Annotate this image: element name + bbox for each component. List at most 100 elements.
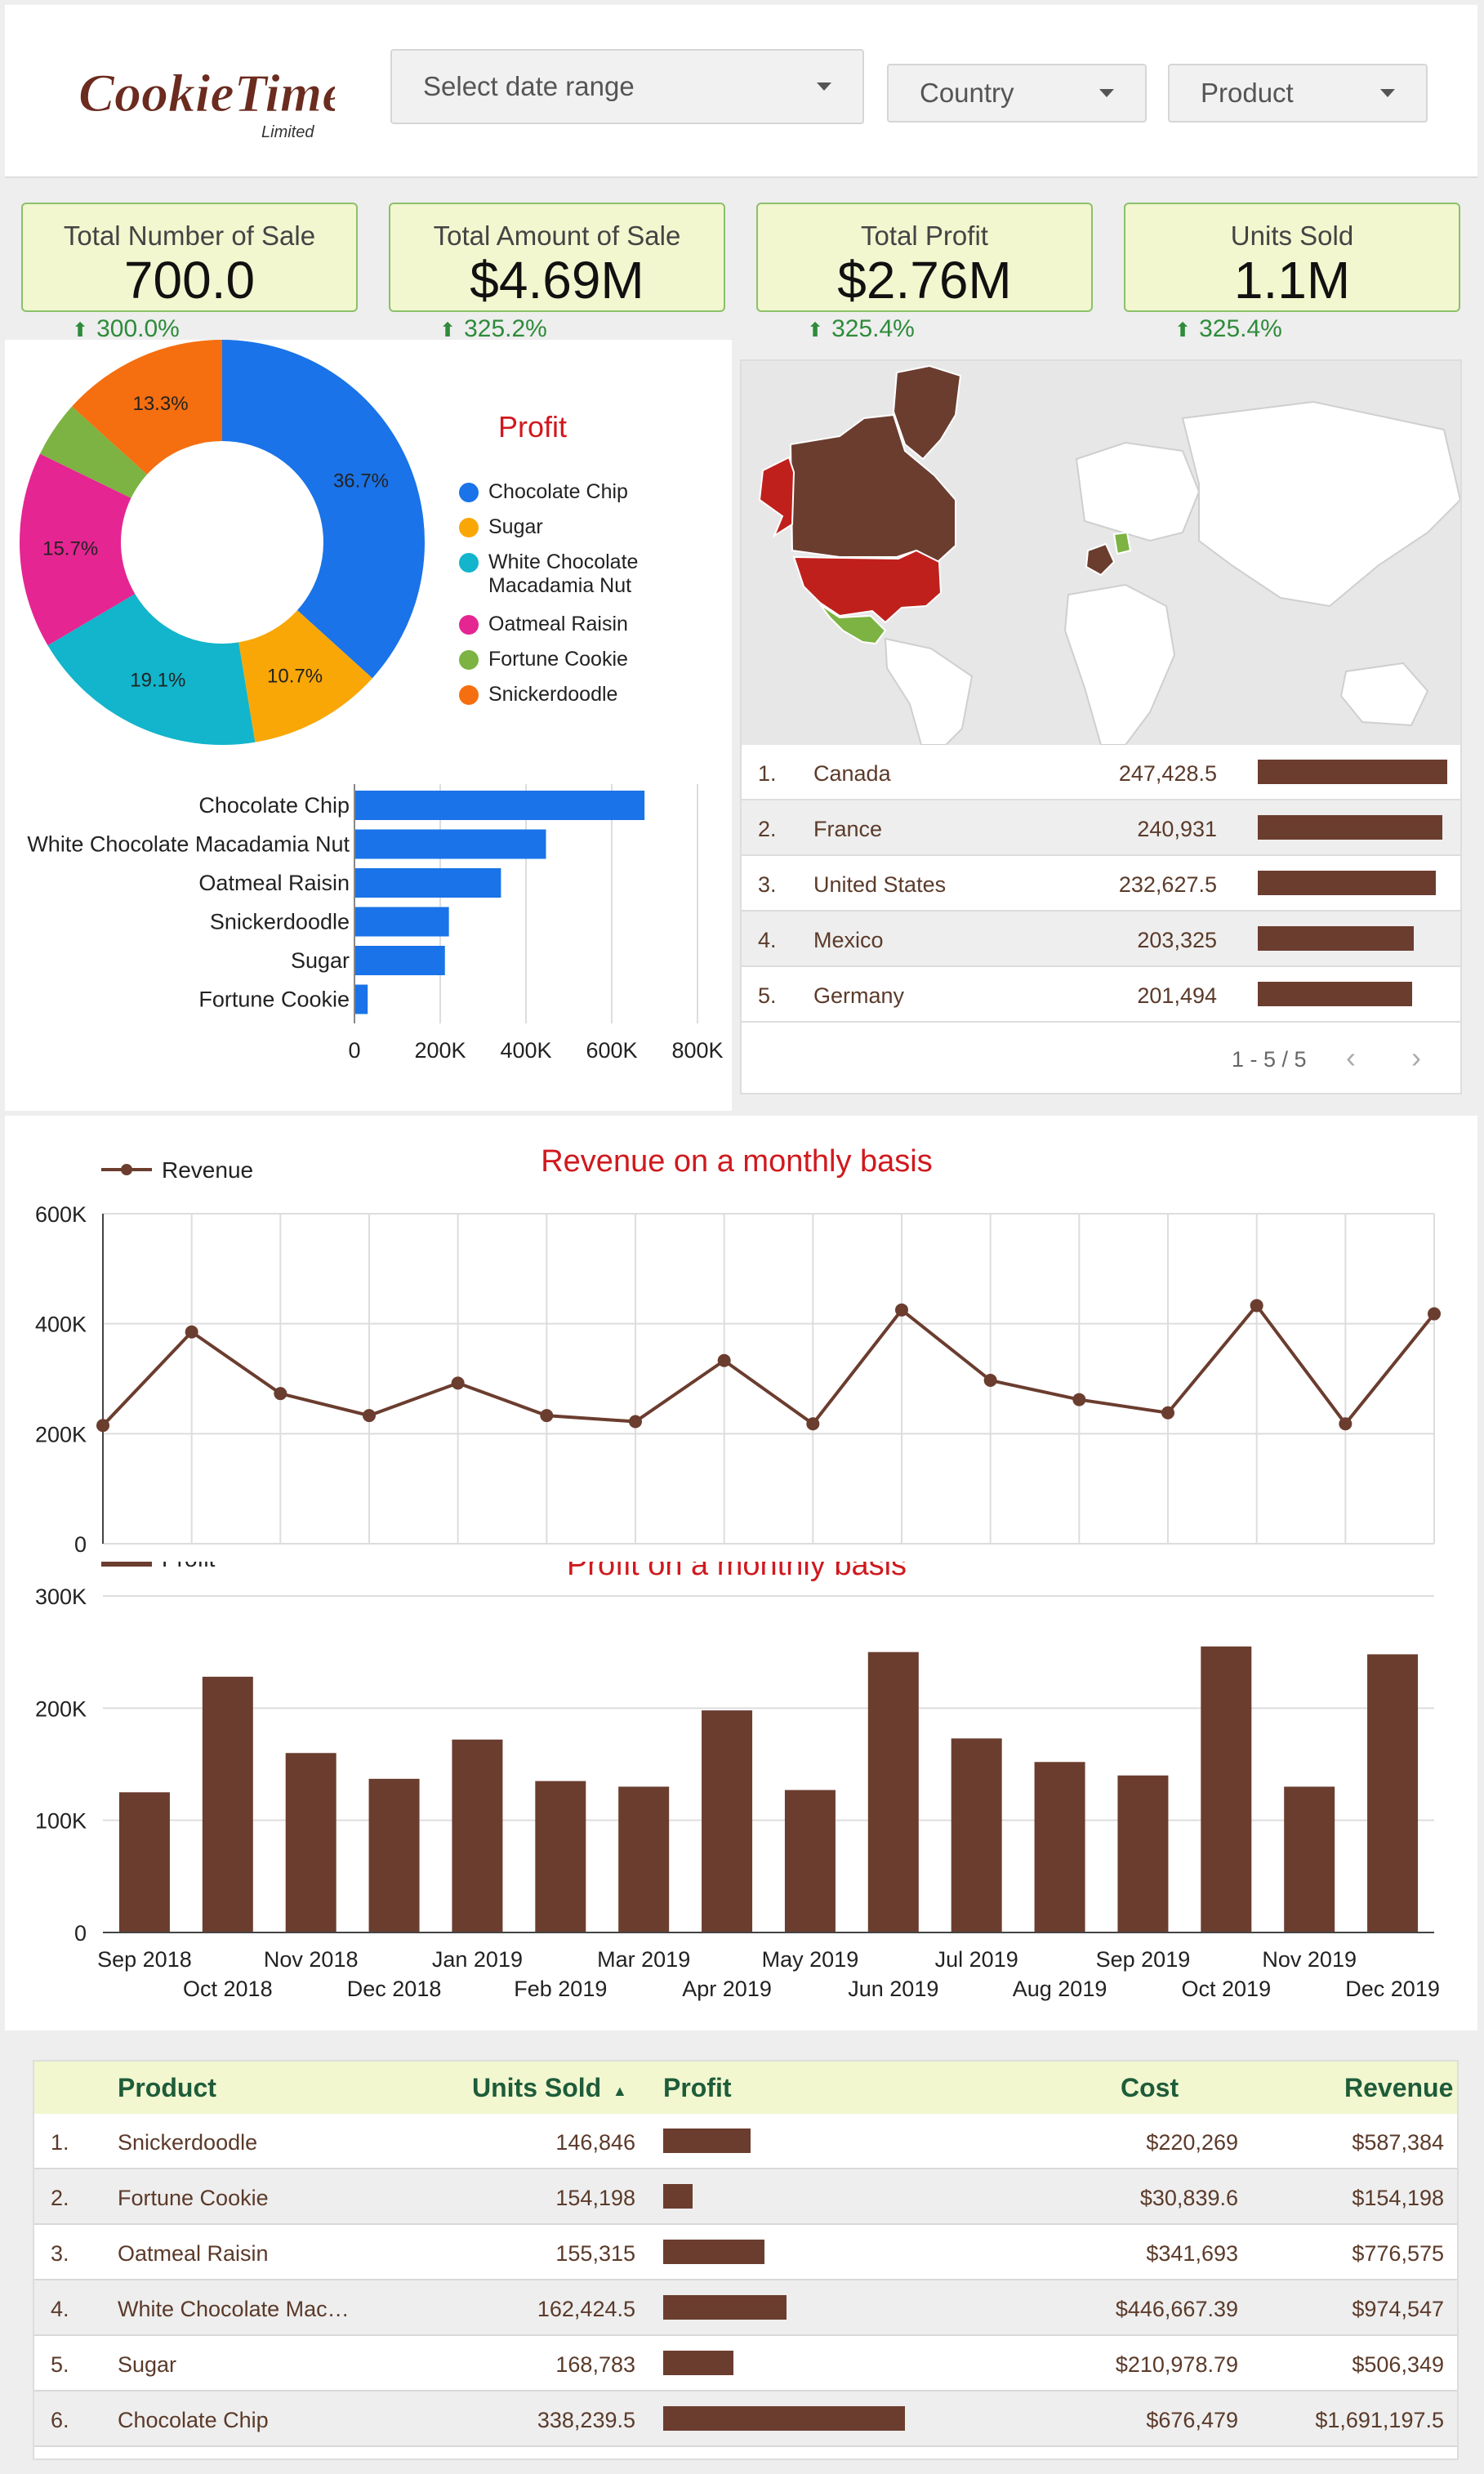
profit-bar — [618, 1786, 670, 1932]
profit-bar — [368, 1778, 420, 1932]
chevron-left-icon[interactable]: ‹ — [1346, 1041, 1356, 1074]
profit-bar — [118, 1792, 170, 1932]
line-tick-label: 600K — [35, 1202, 87, 1227]
chevron-down-icon — [1380, 89, 1395, 97]
legend-item[interactable]: Oatmeal Raisin — [459, 613, 660, 636]
legend-label: Chocolate Chip — [488, 480, 628, 503]
profit-bar — [1367, 1654, 1419, 1932]
arrow-up-icon: ⬆ — [72, 319, 89, 341]
hbar-category-label: Snickerdoodle — [210, 910, 350, 934]
col-profit[interactable]: Profit — [663, 2073, 732, 2102]
row-units-sold: 162,424.5 — [537, 2297, 635, 2321]
kpi-total-profit: Total Profit $2.76M — [756, 203, 1093, 312]
pie-slice-label: 15.7% — [42, 538, 98, 560]
svg-text:CookieTime: CookieTime — [78, 64, 335, 123]
pie-slice — [47, 594, 256, 745]
bar-category-label: Dec 2018 — [347, 1977, 442, 2001]
map-mexico — [819, 604, 887, 645]
world-map[interactable] — [742, 361, 1460, 745]
kpi-label: Total Number of Sale — [63, 221, 316, 251]
date-range-dropdown[interactable]: Select date range — [390, 49, 864, 124]
hbar-category-label: Sugar — [291, 948, 350, 973]
row-profit-bar — [663, 2406, 905, 2431]
row-country: France — [813, 817, 883, 841]
profit-bar — [1117, 1775, 1169, 1932]
row-revenue: $506,349 — [1352, 2352, 1444, 2377]
bar-category-label: Nov 2019 — [1262, 1947, 1357, 1972]
map-australia — [1339, 662, 1429, 727]
row-units-sold: 154,198 — [555, 2186, 635, 2210]
revenue-point — [895, 1303, 908, 1317]
bar-tick-label: 100K — [35, 1809, 87, 1834]
legend-dot — [459, 553, 479, 573]
map-asia — [1181, 400, 1460, 608]
pie-slice-label: 19.1% — [130, 670, 185, 692]
table-row[interactable]: 5. Sugar 168,783 $210,978.79 $506,349 — [34, 2336, 1457, 2392]
row-rank: 1. — [51, 2130, 69, 2155]
revenue-point — [185, 1325, 198, 1339]
product-dropdown[interactable]: Product — [1168, 64, 1428, 123]
row-country: Germany — [813, 983, 905, 1008]
title-mask — [87, 1557, 985, 1562]
table-row[interactable]: 6. Chocolate Chip 338,239.5 $676,479 $1,691,… — [34, 2392, 1457, 2447]
legend-item[interactable]: Chocolate Chip — [459, 480, 660, 504]
legend-item[interactable]: White Chocolate Macadamia Nut — [459, 551, 660, 598]
arrow-up-icon: ⬆ — [1174, 319, 1192, 341]
country-row[interactable]: 4. Mexico 203,325 — [742, 912, 1460, 967]
col-revenue[interactable]: Revenue — [1344, 2073, 1454, 2102]
row-profit-bar — [663, 2240, 765, 2264]
country-row[interactable]: 1. Canada 247,428.5 — [742, 745, 1460, 800]
legend-item[interactable]: Fortune Cookie — [459, 648, 660, 671]
row-units-sold: 168,783 — [555, 2352, 635, 2377]
legend-dot — [459, 615, 479, 635]
kpi-delta: ⬆ 325.2% — [439, 315, 547, 342]
legend-label: Sugar — [488, 515, 543, 538]
revenue-point — [983, 1374, 997, 1388]
table-row[interactable]: 3. Oatmeal Raisin 155,315 $341,693 $776,575 — [34, 2225, 1457, 2280]
legend-item[interactable]: Snickerdoodle — [459, 683, 660, 707]
revenue-point — [1161, 1406, 1174, 1420]
bar-category-label: Aug 2019 — [1013, 1977, 1107, 2001]
revenue-chart-title: Revenue on a monthly basis — [541, 1144, 933, 1179]
legend-item[interactable]: Sugar — [459, 515, 660, 539]
sort-asc-icon[interactable]: ▲ — [613, 2083, 627, 2099]
revenue-point — [1339, 1417, 1353, 1431]
profit-bar — [452, 1739, 503, 1932]
row-rank: 1. — [758, 761, 777, 786]
row-units-sold: 146,846 — [555, 2130, 635, 2155]
map-united-states — [792, 549, 943, 624]
country-row[interactable]: 2. France 240,931 — [742, 800, 1460, 856]
col-cost[interactable]: Cost — [1121, 2073, 1179, 2102]
legend-label: Fortune Cookie — [488, 648, 628, 671]
country-row[interactable]: 5. Germany 201,494 — [742, 967, 1460, 1023]
col-units-sold[interactable]: Units Sold — [472, 2073, 602, 2102]
line-tick-label: 400K — [35, 1313, 87, 1337]
revenue-line-chart: Revenue on a monthly basis Revenue 0 200K 40… — [35, 1144, 1441, 1557]
row-cost: $210,978.79 — [1115, 2352, 1238, 2377]
revenue-point — [629, 1415, 642, 1429]
bar-category-label: Dec 2019 — [1345, 1977, 1440, 2001]
row-bar — [1258, 871, 1437, 895]
profit-bar — [285, 1753, 336, 1932]
bar-category-label: Jun 2019 — [848, 1977, 938, 2001]
bar-category-label: Feb 2019 — [514, 1977, 607, 2001]
country-row[interactable]: 3. United States 232,627.5 — [742, 856, 1460, 912]
country-dropdown[interactable]: Country — [887, 64, 1147, 123]
table-row[interactable]: 4. White Chocolate Mac… 162,424.5 $446,667.… — [34, 2280, 1457, 2336]
table-row[interactable]: 1. Snickerdoodle 146,846 $220,269 $587,384 — [34, 2114, 1457, 2169]
chevron-right-icon[interactable]: › — [1411, 1041, 1421, 1074]
row-value: 240,931 — [1137, 817, 1217, 841]
kpi-value: 1.1M — [1233, 251, 1351, 310]
legend-dot — [459, 685, 479, 705]
hbar-tick-label: 800K — [671, 1038, 723, 1063]
row-revenue: $587,384 — [1352, 2130, 1444, 2155]
hbar-tick-label: 400K — [500, 1038, 551, 1063]
col-product[interactable]: Product — [118, 2073, 216, 2102]
row-rank: 3. — [758, 872, 777, 897]
row-cost: $676,479 — [1146, 2408, 1238, 2432]
kpi-label: Units Sold — [1230, 221, 1354, 251]
table-row[interactable]: 2. Fortune Cookie 154,198 $30,839.6 $154,198 — [34, 2169, 1457, 2225]
pie-title: Profit — [498, 410, 568, 444]
profit-bar — [702, 1710, 753, 1932]
row-bar — [1258, 760, 1447, 784]
